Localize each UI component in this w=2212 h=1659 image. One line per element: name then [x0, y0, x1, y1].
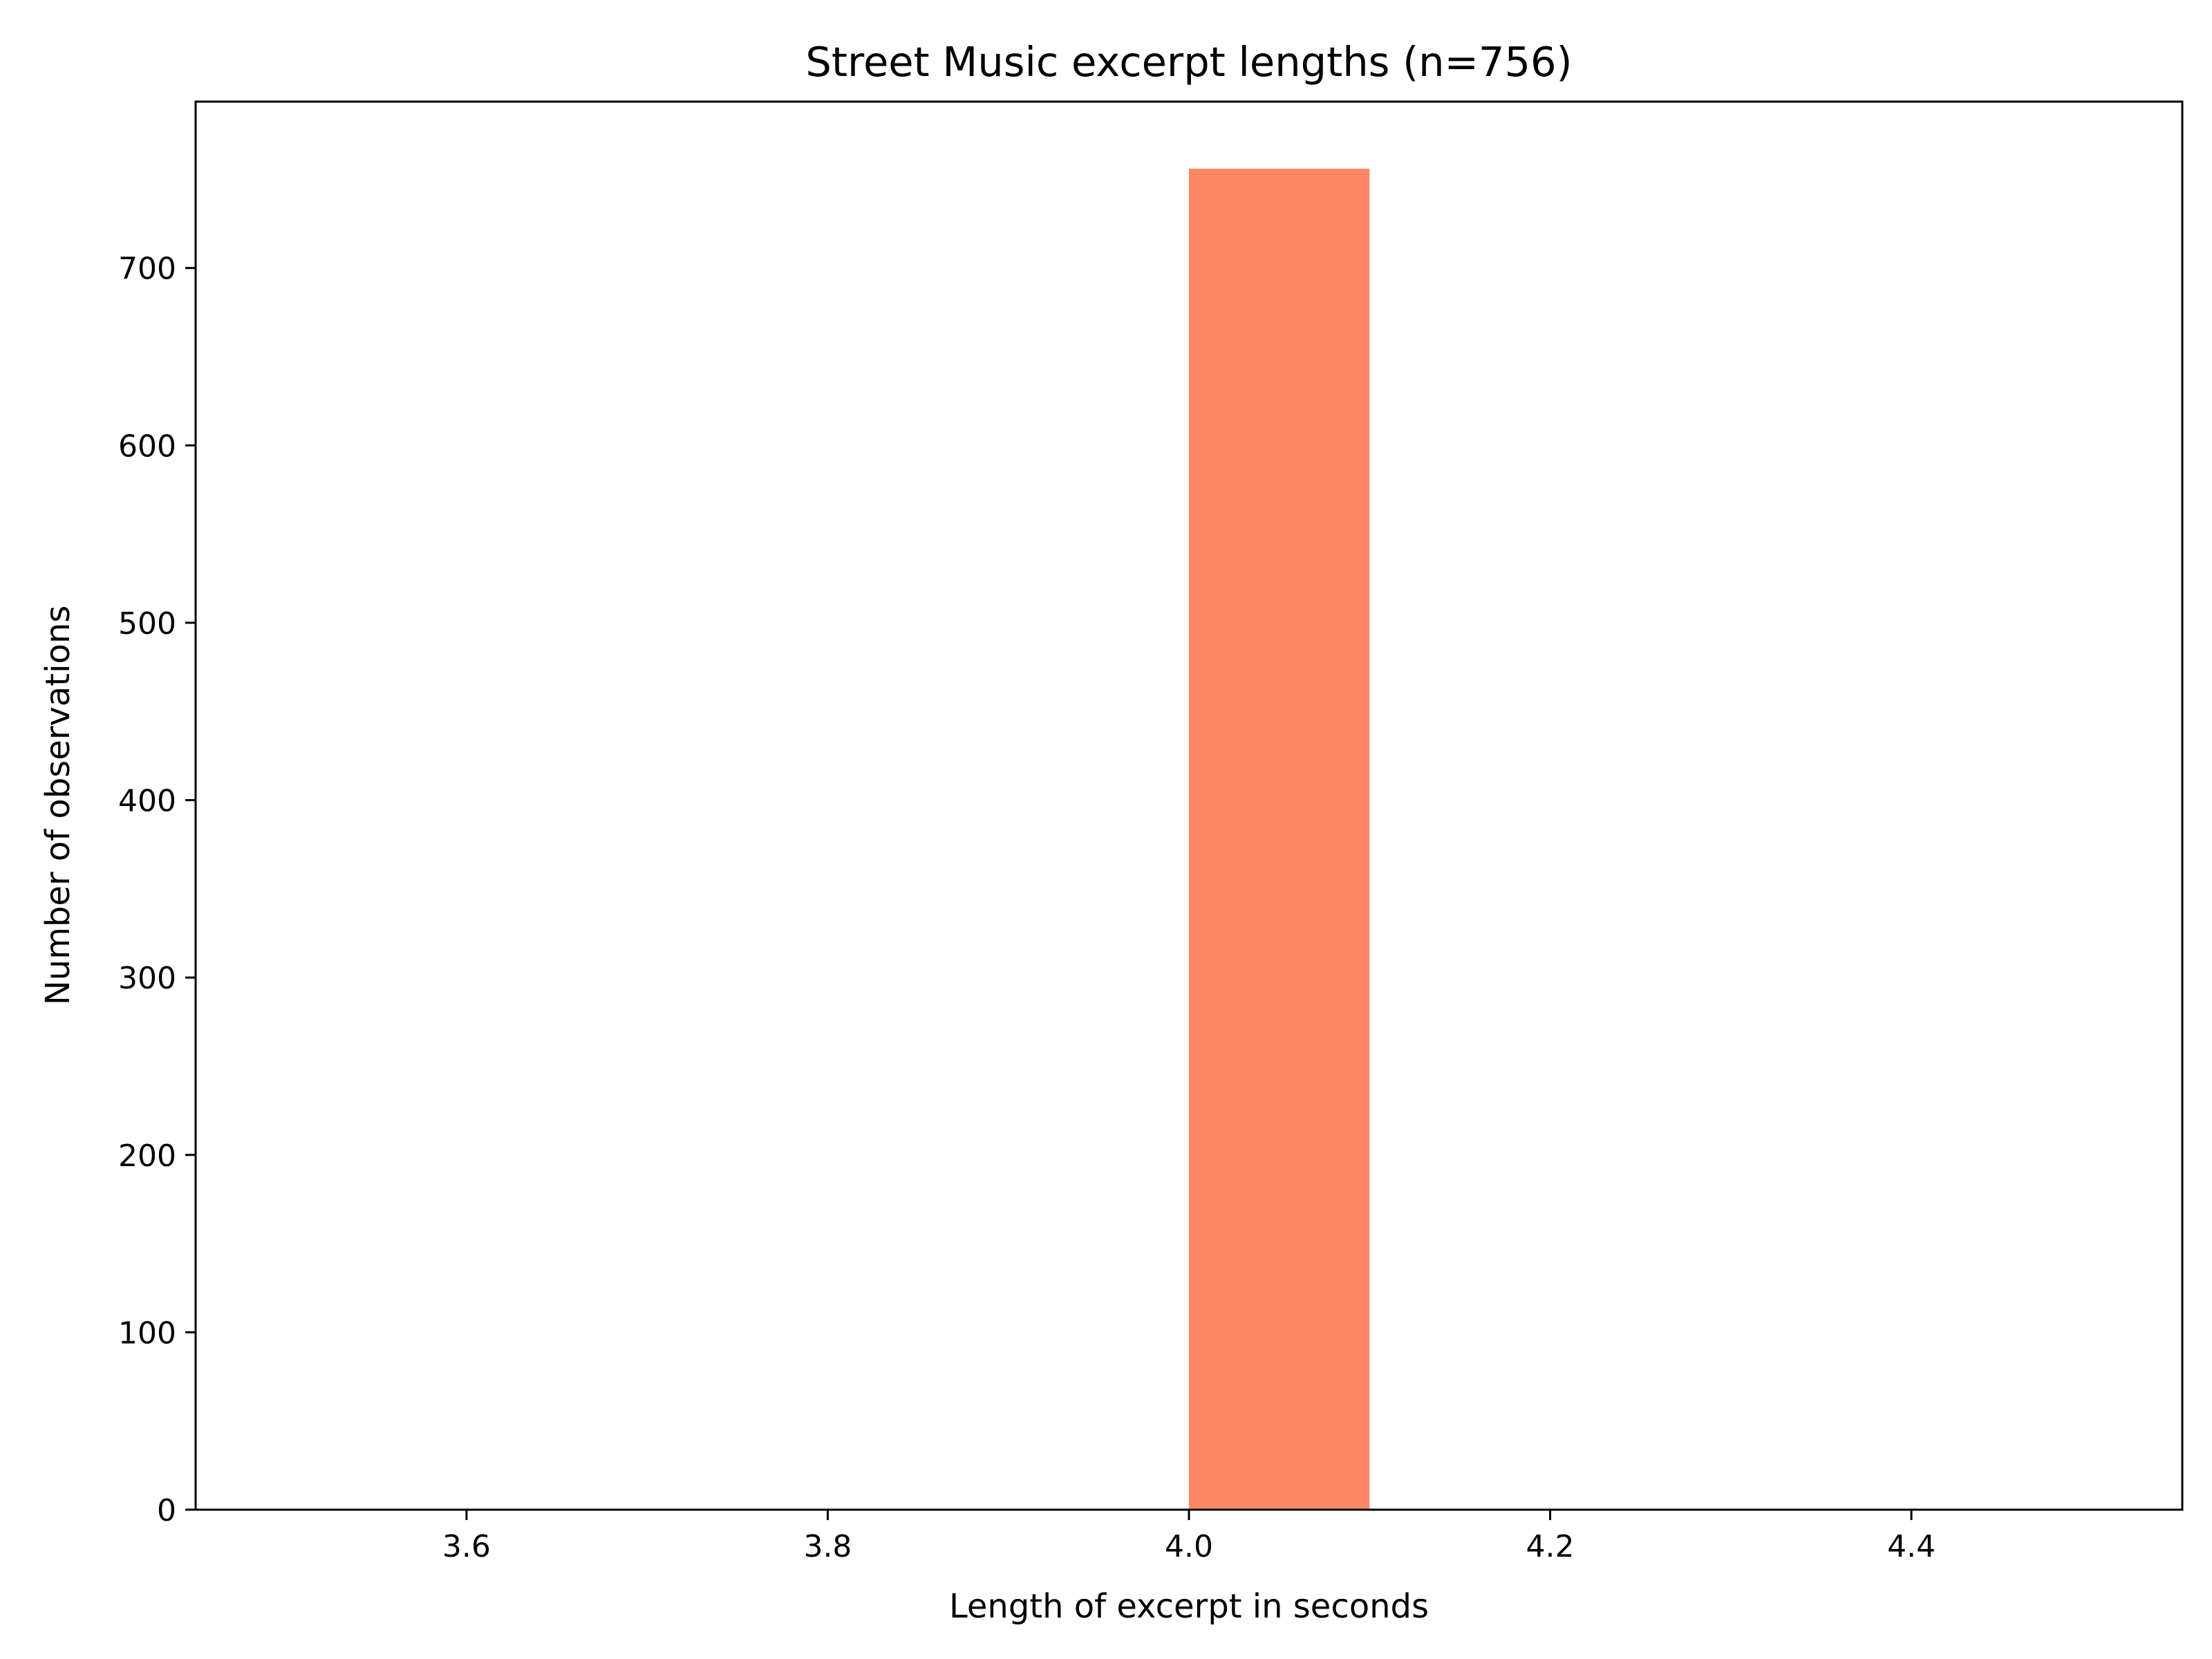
y-axis-label: Number of observations — [39, 606, 77, 1005]
chart-title: Street Music excerpt lengths (n=756) — [805, 38, 1572, 86]
y-tick-label: 700 — [118, 252, 176, 287]
x-tick-label: 3.8 — [803, 1529, 852, 1564]
histogram-bar-0 — [1189, 169, 1370, 1510]
y-tick-label: 0 — [157, 1493, 176, 1528]
plot-frame — [194, 100, 2184, 1511]
x-tick-label: 4.2 — [1526, 1529, 1575, 1564]
y-tick-label: 500 — [118, 606, 176, 641]
x-tick-label: 3.6 — [442, 1529, 491, 1564]
y-tick-label: 100 — [118, 1315, 176, 1351]
y-tick-label: 300 — [118, 961, 176, 996]
x-tick-label: 4.0 — [1165, 1529, 1213, 1564]
y-tick-label: 200 — [118, 1138, 176, 1174]
y-tick-label: 600 — [118, 429, 176, 464]
x-tick-label: 4.4 — [1887, 1529, 1936, 1564]
x-axis: 3.6 3.8 4.0 4.2 4.4 — [442, 1510, 1936, 1564]
y-tick-label: 400 — [118, 784, 176, 819]
x-axis-label: Length of excerpt in seconds — [949, 1587, 1429, 1626]
bars-layer — [1189, 169, 1370, 1510]
y-axis: 0 100 200 300 400 500 600 700 — [118, 252, 196, 1528]
